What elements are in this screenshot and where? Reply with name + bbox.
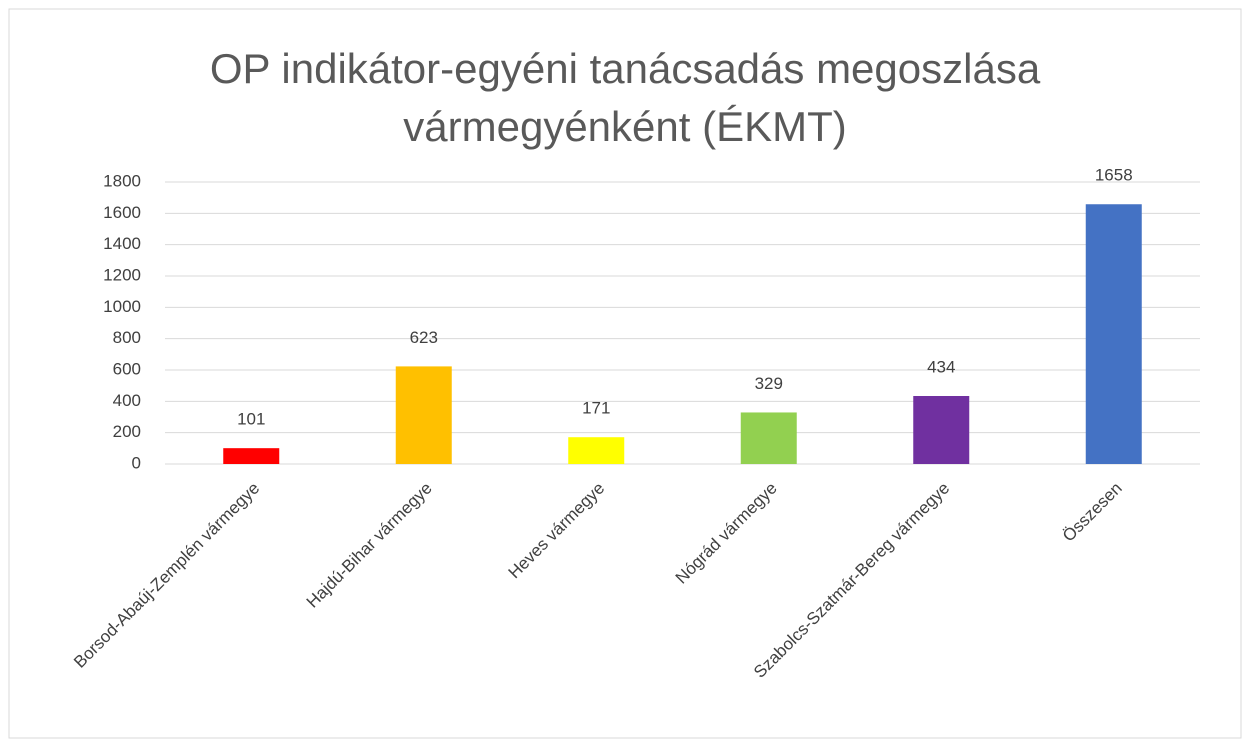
- bar: [568, 437, 625, 464]
- y-tick-label: 1000: [103, 297, 141, 316]
- chart-title: OP indikátor-egyéni tanácsadás megoszlás…: [209, 45, 1041, 150]
- y-tick-label: 1400: [103, 234, 141, 253]
- data-label: 434: [927, 357, 955, 376]
- y-tick-label: 200: [113, 422, 141, 441]
- data-label: 329: [755, 374, 783, 393]
- chart-frame: [8, 8, 1242, 739]
- data-label: 101: [237, 410, 265, 429]
- y-tick-label: 1200: [103, 265, 141, 284]
- bar: [223, 448, 280, 464]
- bar: [395, 366, 452, 464]
- y-tick-label: 0: [132, 453, 141, 472]
- data-label: 1658: [1095, 166, 1133, 185]
- data-label: 623: [410, 328, 438, 347]
- y-tick-label: 1600: [103, 203, 141, 222]
- y-tick-label: 600: [113, 359, 141, 378]
- bar: [740, 412, 797, 464]
- y-tick-label: 1800: [103, 171, 141, 190]
- bar: [913, 396, 970, 464]
- y-tick-label: 400: [113, 391, 141, 410]
- y-tick-label: 800: [113, 328, 141, 347]
- bar: [1085, 204, 1142, 464]
- data-label: 171: [582, 399, 610, 418]
